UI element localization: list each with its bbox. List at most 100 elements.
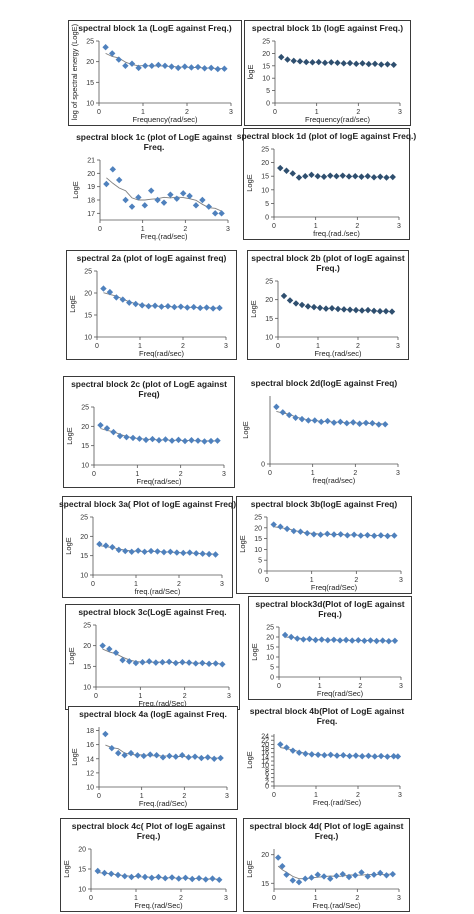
chart-2a-svg: spectral 2a (plot of logE against freq) 0… (68, 253, 228, 358)
y-tick-label: 0 (266, 101, 270, 108)
data-point (273, 403, 280, 411)
data-point (377, 173, 384, 180)
x-tick-label: 3 (398, 792, 402, 799)
data-point (324, 637, 331, 644)
y-axis-label: LogE (245, 860, 254, 878)
data-point (290, 57, 297, 65)
x-axis-label: freq(rad/sec) (313, 476, 356, 485)
chart-panel-1a: spectral block 1a (LogE against Freq.) 0 1… (68, 20, 242, 126)
data-point (175, 875, 182, 882)
data-point (122, 196, 129, 204)
chart-2b-svg: spectral block 2b (plot of logE againstF… (249, 253, 405, 358)
data-point (339, 172, 346, 179)
data-point (290, 527, 297, 535)
x-axis-label: Frequency(rad/sec) (132, 115, 198, 124)
data-point (188, 437, 195, 444)
chart-panel-4a: spectral block 4a (logE against Freq. 0 1 2… (68, 706, 238, 810)
y-tick-label: 24 (261, 734, 269, 741)
data-point (216, 304, 223, 312)
data-point (350, 531, 358, 538)
data-point (129, 434, 137, 442)
data-point (123, 433, 130, 441)
chart-panel-3d: spectral block3d(Plot of logE against Fre… (248, 596, 412, 700)
data-point (127, 749, 135, 757)
x-tick-label: 0 (98, 226, 102, 233)
x-tick-label: 1 (310, 577, 314, 584)
data-point (295, 878, 303, 886)
x-tick-label: 2 (181, 343, 185, 350)
data-point (384, 753, 391, 760)
data-point (283, 744, 290, 751)
x-tick-label: 1 (134, 895, 138, 902)
y-tick-label: 15 (80, 553, 88, 560)
y-tick-label: 20 (81, 424, 89, 431)
x-tick-label: 3 (220, 581, 224, 588)
x-tick-label: 2 (356, 109, 360, 116)
data-point (316, 304, 324, 312)
data-point (168, 63, 175, 70)
data-point (216, 876, 223, 883)
data-point (154, 548, 161, 555)
x-tick-label: 0 (268, 470, 272, 477)
y-axis-label: LogE (64, 537, 73, 555)
data-point (305, 417, 312, 424)
y-axis-label: LogE (65, 427, 74, 445)
data-point (391, 637, 399, 644)
data-point (172, 753, 179, 760)
data-point (295, 174, 303, 181)
data-point (321, 59, 329, 67)
chart-panel-4b: spectral block 4b(Plot of LogE against Fr… (244, 704, 410, 808)
y-tick-label: 6 (265, 771, 269, 778)
x-tick-label: 0 (272, 223, 276, 230)
data-point (365, 752, 372, 760)
data-point (322, 305, 330, 312)
x-tick-label: 3 (229, 109, 233, 116)
chart-1c-title: spectral block 1c (plot of LogE against (76, 132, 232, 142)
y-axis-label: LogE (71, 181, 80, 199)
data-point (167, 191, 174, 198)
x-axis-label: Freq.(rad/Sec) (138, 699, 187, 708)
x-axis-label: Freq.(rad/Sec) (312, 901, 361, 910)
x-tick-label: 2 (354, 577, 358, 584)
data-point (209, 305, 217, 312)
data-point (334, 59, 341, 67)
x-tick-label: 1 (138, 693, 142, 700)
data-point (361, 637, 368, 644)
data-point (160, 199, 168, 206)
data-point (306, 635, 313, 643)
data-point (281, 631, 289, 639)
chart-panel-4d: spectral block 4d( Plot of logE against F… (243, 818, 410, 912)
data-point (177, 303, 185, 310)
y-tick-label: 14 (86, 756, 94, 763)
x-tick-label: 3 (399, 577, 403, 584)
data-point (302, 750, 309, 757)
data-point (203, 304, 210, 311)
data-point (101, 869, 108, 877)
data-point (378, 61, 385, 68)
data-point (359, 60, 366, 67)
data-point (219, 661, 226, 668)
data-point (382, 308, 390, 315)
data-point (119, 296, 126, 303)
data-point (336, 637, 344, 644)
x-tick-label: 3 (396, 343, 400, 350)
y-tick-label: 10 (80, 573, 88, 580)
chart-4b-svg: spectral block 4b(Plot of LogE againstFr… (245, 706, 405, 807)
data-point (166, 752, 173, 760)
chart-panel-2d: spectral block 2d(logE against Freq) 0 1 2 3… (240, 376, 408, 486)
chart-2b-title: Freq.) (316, 263, 340, 273)
y-tick-label: 10 (86, 101, 94, 108)
data-point (114, 871, 122, 879)
data-point (346, 306, 354, 313)
x-tick-label: 0 (277, 683, 281, 690)
chart-4b-title: Freq. (317, 716, 338, 726)
chart-4b-title: spectral block 4b(Plot of LogE against (250, 706, 405, 716)
x-tick-label: 3 (227, 693, 231, 700)
data-point (128, 873, 135, 881)
data-point (353, 60, 360, 68)
data-point (286, 297, 294, 304)
data-point (279, 862, 286, 870)
data-point (367, 637, 374, 644)
y-tick-label: 15 (265, 316, 273, 323)
data-point (308, 874, 315, 881)
